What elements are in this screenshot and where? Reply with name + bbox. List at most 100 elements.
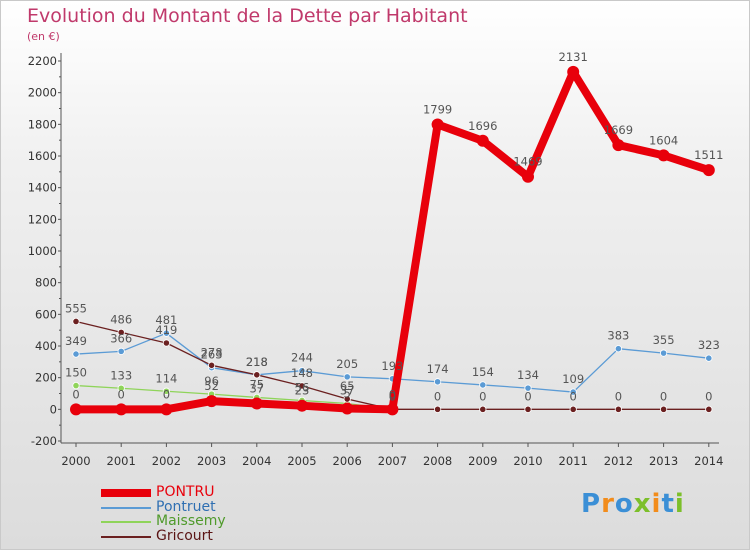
x-tick-label: 2001 xyxy=(107,454,136,468)
data-label: 323 xyxy=(698,338,720,352)
y-tick-label: 200 xyxy=(35,371,57,385)
x-tick-label: 2002 xyxy=(152,454,181,468)
data-point xyxy=(614,345,623,353)
data-label: 0 xyxy=(72,387,79,401)
data-label: 1669 xyxy=(604,123,633,137)
x-tick-label: 2004 xyxy=(242,454,271,468)
x-tick-label: 2010 xyxy=(513,454,542,468)
data-label: 419 xyxy=(155,323,177,337)
logo-letter: o xyxy=(614,489,634,519)
data-label: 154 xyxy=(472,365,494,379)
data-label: 75 xyxy=(249,377,264,391)
data-label: 134 xyxy=(517,368,539,382)
data-point xyxy=(72,317,80,326)
data-label: 218 xyxy=(246,355,268,369)
data-label: 481 xyxy=(155,313,177,327)
y-tick-label: 1000 xyxy=(28,244,57,258)
data-point xyxy=(72,350,80,358)
proxiti-logo: Proxiti xyxy=(581,489,685,519)
data-point xyxy=(117,384,125,392)
data-point xyxy=(115,403,128,416)
data-point xyxy=(72,381,80,390)
y-tick-label: 400 xyxy=(35,339,57,353)
data-label: 65 xyxy=(340,379,355,393)
data-label: 1696 xyxy=(468,119,497,133)
y-tick-label: 2200 xyxy=(28,54,57,68)
data-label: 0 xyxy=(660,389,667,403)
y-tick-label: 1200 xyxy=(28,212,57,226)
data-point xyxy=(524,384,532,392)
data-label: 148 xyxy=(291,366,313,380)
data-label: 218 xyxy=(246,355,268,369)
data-point xyxy=(569,388,577,396)
data-label: 174 xyxy=(427,362,449,376)
data-point xyxy=(298,367,306,375)
data-point xyxy=(160,403,173,416)
legend-label: PONTRU xyxy=(156,484,215,500)
data-point xyxy=(343,395,351,403)
data-point xyxy=(250,397,263,410)
data-label: 114 xyxy=(155,371,177,385)
legend-label: Pontruet xyxy=(156,498,216,515)
chart-title: Evolution du Montant de la Dette par Hab… xyxy=(27,5,468,27)
data-label: 0 xyxy=(163,387,170,401)
x-tick-label: 2000 xyxy=(61,454,90,468)
data-point xyxy=(162,387,170,395)
y-tick-label: 0 xyxy=(50,402,57,416)
data-point xyxy=(117,347,125,355)
data-label: 486 xyxy=(110,312,132,326)
data-point xyxy=(296,399,308,412)
x-tick-label: 2012 xyxy=(604,454,633,468)
data-point xyxy=(567,65,580,78)
data-label: 0 xyxy=(615,389,622,403)
legend-label: Gricourt xyxy=(156,527,213,544)
data-point xyxy=(659,349,668,357)
data-point xyxy=(657,149,670,162)
data-point xyxy=(341,402,354,415)
data-label: 0 xyxy=(705,389,712,403)
data-label: 0 xyxy=(434,389,441,403)
x-tick-label: 2003 xyxy=(197,454,226,468)
data-point xyxy=(476,134,489,147)
data-point xyxy=(614,405,623,413)
data-point xyxy=(208,361,216,369)
data-label: 52 xyxy=(204,379,219,393)
logo-letter: x xyxy=(633,489,652,519)
data-label: 96 xyxy=(204,374,219,388)
data-label: 355 xyxy=(653,333,675,347)
data-point xyxy=(343,373,351,381)
logo-letter: t xyxy=(661,489,675,519)
data-label: 2131 xyxy=(559,50,588,64)
data-label: 0 xyxy=(389,389,396,403)
data-point xyxy=(162,339,170,347)
y-tick-label: 2000 xyxy=(28,86,57,100)
data-label: 1799 xyxy=(423,102,452,116)
x-tick-label: 2006 xyxy=(333,454,362,468)
data-label: 366 xyxy=(110,331,132,345)
unit-label: (en €) xyxy=(27,30,60,43)
data-point xyxy=(70,403,82,416)
legend-swatch xyxy=(101,489,151,497)
data-label: 205 xyxy=(336,357,358,371)
data-label: 193 xyxy=(381,359,403,373)
y-tick-label: 1400 xyxy=(28,181,57,195)
data-label: 37 xyxy=(340,383,355,397)
data-label: 0 xyxy=(118,387,125,401)
data-point xyxy=(298,382,306,390)
data-label: 383 xyxy=(607,329,629,343)
data-point xyxy=(479,381,487,389)
data-point xyxy=(386,403,399,416)
data-point xyxy=(479,405,487,413)
data-point xyxy=(705,405,713,413)
data-point xyxy=(253,371,261,379)
data-label: 109 xyxy=(562,372,584,386)
data-label: 56 xyxy=(295,380,310,394)
data-point xyxy=(569,405,577,413)
data-point xyxy=(205,395,218,408)
data-point xyxy=(612,139,625,152)
data-label: 0 xyxy=(570,389,577,403)
data-point xyxy=(522,170,534,183)
y-tick-label: 600 xyxy=(35,307,57,321)
